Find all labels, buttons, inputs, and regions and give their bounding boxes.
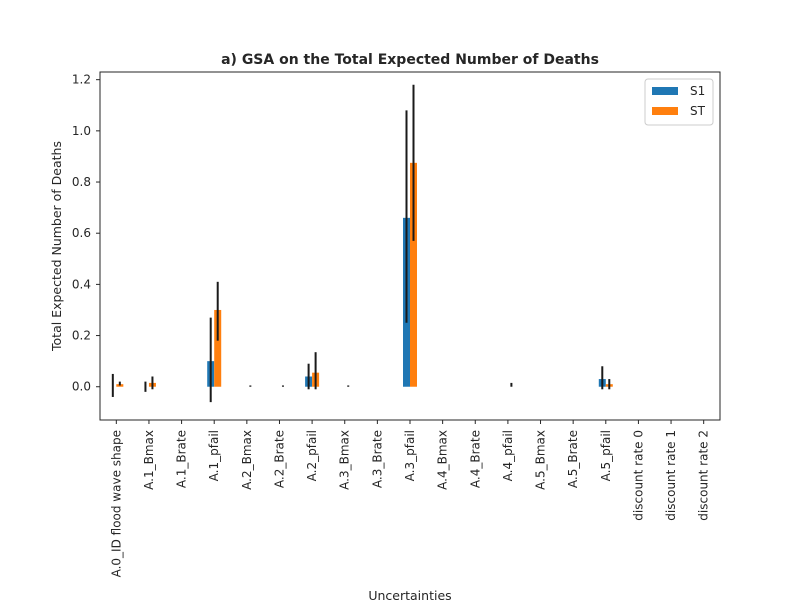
- legend-swatch-st: [652, 107, 678, 115]
- y-tick-label: 0.2: [72, 329, 91, 343]
- x-tick-label: A.5_Bmax: [534, 430, 548, 490]
- y-tick-label: 0.8: [72, 175, 91, 189]
- x-axis: A.0_ID flood wave shape A.1_Bmax A.1_Brate…: [109, 420, 711, 577]
- x-tick-label: A.3_Brate: [370, 430, 384, 488]
- legend-label-s1: S1: [690, 84, 705, 98]
- x-tick-label: discount rate 2: [697, 430, 711, 521]
- y-tick-label: 0.6: [72, 226, 91, 240]
- x-tick-label: discount rate 1: [664, 430, 678, 521]
- x-tick-label: A.2_pfail: [305, 430, 319, 481]
- x-tick-label: A.4_Bmax: [436, 430, 450, 490]
- y-tick-label: 1.2: [72, 73, 91, 87]
- x-tick-label: A.2_Brate: [272, 430, 286, 488]
- x-tick-label: A.4_Brate: [468, 430, 482, 488]
- x-axis-label: Uncertainties: [368, 588, 451, 600]
- x-tick-label: A.0_ID flood wave shape: [109, 430, 123, 577]
- legend-swatch-s1: [652, 87, 678, 95]
- y-tick-label: 0.0: [72, 380, 91, 394]
- x-tick-label: A.3_Bmax: [338, 430, 352, 490]
- bar-st: [214, 309, 222, 387]
- x-tick-label: A.1_pfail: [207, 430, 221, 481]
- chart-title: a) GSA on the Total Expected Number of D…: [221, 52, 599, 68]
- x-tick-label: A.1_Bmax: [142, 430, 156, 490]
- legend-label-st: ST: [690, 104, 706, 118]
- y-axis-label: Total Expected Number of Deaths: [49, 141, 64, 352]
- x-tick-label: A.2_Bmax: [240, 430, 254, 490]
- bar-st: [116, 384, 124, 387]
- x-tick-label: discount rate 0: [631, 430, 645, 521]
- x-tick-label: A.3_pfail: [403, 430, 417, 481]
- x-tick-label: A.5_Brate: [566, 430, 580, 488]
- plot-area: [109, 84, 711, 403]
- legend: S1 ST: [644, 78, 714, 126]
- bar-st: [410, 162, 417, 387]
- x-tick-label: A.5_pfail: [599, 430, 613, 481]
- y-axis: 0.0 0.2 0.4 0.6 0.8 1.0 1.2: [72, 73, 100, 394]
- x-tick-label: A.4_pfail: [501, 430, 515, 481]
- y-tick-label: 0.4: [72, 277, 91, 291]
- y-tick-label: 1.0: [72, 124, 91, 138]
- x-tick-label: A.1_Brate: [175, 430, 189, 488]
